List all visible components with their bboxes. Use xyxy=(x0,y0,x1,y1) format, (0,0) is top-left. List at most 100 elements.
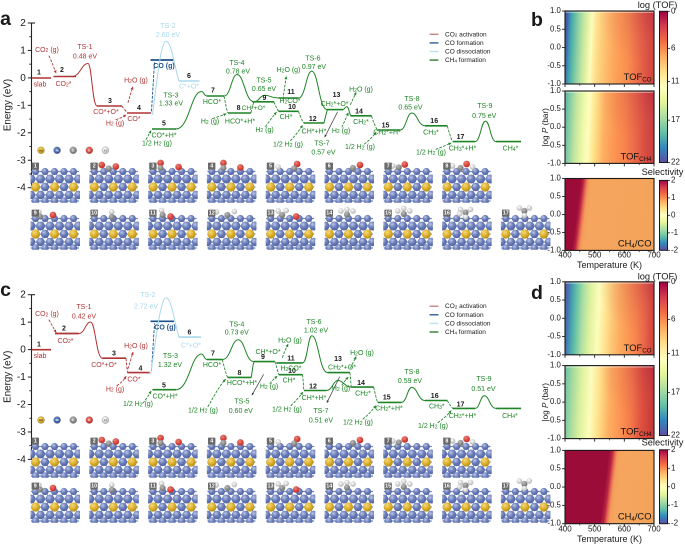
svg-text:0.97 eV: 0.97 eV xyxy=(302,64,326,71)
svg-text:22: 22 xyxy=(671,431,680,440)
svg-text:11: 11 xyxy=(671,348,680,357)
svg-text:1.0: 1.0 xyxy=(550,6,562,15)
svg-text:16: 16 xyxy=(444,211,450,217)
svg-text:CH4​ formation: CH4​ formation xyxy=(445,329,486,336)
svg-text:6: 6 xyxy=(328,439,331,445)
svg-text:5: 5 xyxy=(162,382,166,389)
svg-text:CH3​*: CH3​* xyxy=(429,403,445,411)
svg-text:C: C xyxy=(72,418,75,422)
svg-text:1: 1 xyxy=(37,341,41,348)
svg-text:1: 1 xyxy=(34,439,37,445)
svg-text:12: 12 xyxy=(209,484,215,490)
svg-text:1: 1 xyxy=(671,193,676,202)
svg-text:4: 4 xyxy=(139,365,143,372)
svg-text:0.48 eV: 0.48 eV xyxy=(73,53,97,60)
svg-text:CH3​*+H*: CH3​*+H* xyxy=(449,145,477,153)
svg-text:CH*: CH* xyxy=(283,377,296,384)
svg-text:log P (bar): log P (bar) xyxy=(541,108,550,147)
svg-text:HCO*: HCO* xyxy=(203,99,222,106)
svg-text:1.33 eV: 1.33 eV xyxy=(159,100,183,107)
svg-text:Au: Au xyxy=(39,418,43,422)
svg-text:2.60 eV: 2.60 eV xyxy=(156,32,180,39)
svg-text:13: 13 xyxy=(268,484,274,490)
svg-text:10: 10 xyxy=(91,211,97,217)
svg-text:-0.5: -0.5 xyxy=(547,61,561,70)
svg-text:CH4​ formation: CH4​ formation xyxy=(445,57,486,64)
svg-text:15: 15 xyxy=(383,395,391,402)
svg-text:0.5: 0.5 xyxy=(550,295,562,304)
svg-text:-0.5: -0.5 xyxy=(547,140,561,149)
svg-text:1.0: 1.0 xyxy=(550,86,562,95)
svg-text:C*+O*: C*+O* xyxy=(179,83,199,90)
svg-text:11: 11 xyxy=(671,77,680,86)
svg-text:TS-4: TS-4 xyxy=(229,60,244,67)
svg-text:16: 16 xyxy=(430,118,438,125)
svg-text:CO*+O*: CO*+O* xyxy=(91,362,117,369)
svg-text:Temperature (K): Temperature (K) xyxy=(577,261,642,271)
svg-text:0.73 eV: 0.73 eV xyxy=(225,329,249,336)
svg-text:TS-6: TS-6 xyxy=(306,319,321,326)
svg-text:9: 9 xyxy=(34,211,37,217)
svg-text:17: 17 xyxy=(503,211,509,217)
svg-text:HCO*: HCO* xyxy=(203,362,222,369)
svg-text:1/2 H2​ (g): 1/2 H2​ (g) xyxy=(142,140,172,148)
svg-text:4: 4 xyxy=(210,164,213,170)
svg-text:1/2 H2​ (g): 1/2 H2​ (g) xyxy=(123,401,153,409)
svg-text:2: 2 xyxy=(60,67,64,74)
svg-text:Selectivity: Selectivity xyxy=(642,438,684,448)
svg-text:H2​CO*: H2​CO* xyxy=(280,366,301,374)
svg-text:CO*+H*: CO*+H* xyxy=(151,132,176,139)
svg-text:CH2​*: CH2​* xyxy=(353,119,369,127)
svg-text:14: 14 xyxy=(326,211,332,217)
svg-text:12: 12 xyxy=(209,211,215,217)
svg-text:3: 3 xyxy=(108,98,112,105)
svg-text:TS-5: TS-5 xyxy=(234,398,249,405)
svg-text:0.65 eV: 0.65 eV xyxy=(252,86,276,93)
svg-text:log (TOF): log (TOF) xyxy=(638,1,678,11)
svg-text:H2​ (g): H2​ (g) xyxy=(332,128,350,136)
svg-text:Au: Au xyxy=(39,148,43,152)
svg-text:-1.0: -1.0 xyxy=(547,519,561,528)
svg-text:CO dissociation: CO dissociation xyxy=(445,48,491,55)
svg-text:H2​ (g): H2​ (g) xyxy=(260,383,278,391)
svg-text:6: 6 xyxy=(328,164,331,170)
svg-text:0.42 eV: 0.42 eV xyxy=(72,313,96,320)
svg-text:0.51 eV: 0.51 eV xyxy=(471,386,495,393)
svg-text:13: 13 xyxy=(333,92,341,99)
svg-text:0.0: 0.0 xyxy=(550,397,562,406)
svg-text:17: 17 xyxy=(503,484,509,490)
svg-text:CO*: CO* xyxy=(127,116,141,123)
svg-text:TS-9: TS-9 xyxy=(476,376,491,383)
svg-text:0: 0 xyxy=(671,210,676,219)
svg-text:6: 6 xyxy=(187,73,191,80)
svg-text:10: 10 xyxy=(288,104,296,111)
svg-text:HCO*+H*: HCO*+H* xyxy=(225,119,255,126)
svg-text:8: 8 xyxy=(237,105,241,112)
svg-text:16: 16 xyxy=(444,484,450,490)
svg-text:HCO*+H*: HCO*+H* xyxy=(227,380,257,387)
svg-text:0.60 eV: 0.60 eV xyxy=(229,408,253,415)
svg-text:TS-8: TS-8 xyxy=(404,369,419,376)
svg-text:slab: slab xyxy=(34,81,47,88)
svg-text:16: 16 xyxy=(431,393,439,400)
svg-text:0.51 eV: 0.51 eV xyxy=(309,418,333,425)
svg-text:3: 3 xyxy=(112,351,116,358)
svg-text:0.5: 0.5 xyxy=(550,192,562,201)
svg-text:12: 12 xyxy=(309,116,317,123)
svg-text:15: 15 xyxy=(382,122,390,129)
svg-text:CO dissociation: CO dissociation xyxy=(445,320,491,327)
svg-text:CO2​*: CO2​* xyxy=(57,338,73,346)
svg-text:3: 3 xyxy=(151,439,154,445)
svg-text:0.59 eV: 0.59 eV xyxy=(398,378,422,385)
svg-text:H2​ (g): H2​ (g) xyxy=(106,120,124,128)
svg-text:-2: -2 xyxy=(671,519,679,528)
svg-text:TS-7: TS-7 xyxy=(313,408,328,415)
svg-text:CH2​*: CH2​* xyxy=(355,390,371,398)
svg-text:slab: slab xyxy=(34,353,47,360)
svg-text:2: 2 xyxy=(20,18,26,29)
svg-text:5: 5 xyxy=(269,164,272,170)
svg-text:TS-3: TS-3 xyxy=(163,353,178,360)
svg-text:Energy (eV): Energy (eV) xyxy=(2,79,13,131)
svg-text:1/2 H2​ (g): 1/2 H2​ (g) xyxy=(345,144,375,152)
svg-text:1: 1 xyxy=(37,70,41,77)
